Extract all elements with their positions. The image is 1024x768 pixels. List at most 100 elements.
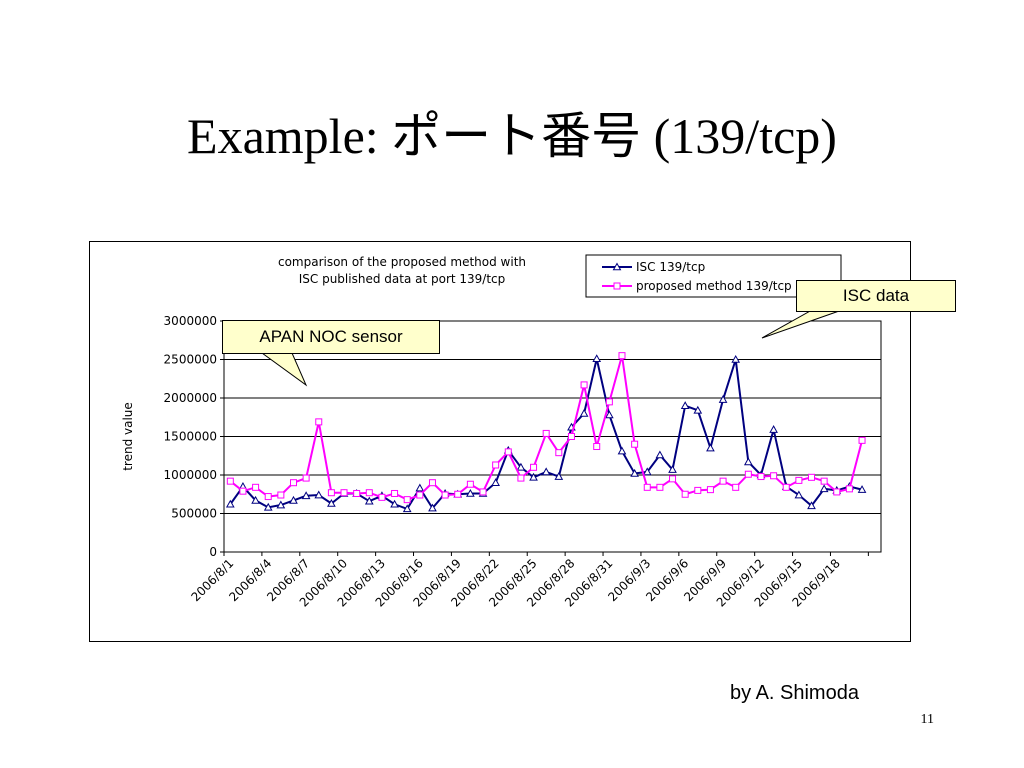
y-axis-label: trend value — [121, 402, 135, 471]
series-0-point — [327, 498, 336, 507]
series-1-point — [845, 485, 853, 493]
series-0-point — [579, 408, 589, 417]
series-1-point — [403, 496, 411, 504]
y-tick-label: 0 — [209, 545, 217, 559]
series-1-point — [681, 490, 689, 498]
y-tick-label: 2000000 — [164, 391, 217, 405]
series-1-point — [391, 489, 399, 497]
legend-marker — [613, 282, 621, 290]
series-1-point — [770, 472, 778, 480]
byline: by A. Shimoda — [730, 682, 859, 704]
series-1-point — [441, 491, 449, 499]
series-1-point — [643, 483, 651, 491]
y-tick-label: 1500000 — [164, 430, 217, 444]
series-1-point — [428, 479, 436, 487]
series-0-point — [731, 354, 741, 363]
series-0-point — [743, 457, 753, 466]
series-1-point — [820, 477, 828, 485]
series-0-point — [592, 354, 602, 363]
series-1-point — [669, 475, 677, 483]
series-1-point — [504, 448, 512, 456]
series-1-point — [530, 463, 538, 471]
series-0-point — [857, 485, 867, 493]
series-0-point — [390, 499, 399, 508]
series-0-point — [655, 450, 665, 459]
series-1-point — [555, 449, 563, 457]
series-1-point — [694, 486, 702, 494]
series-0-point — [819, 484, 829, 493]
series-1-point — [858, 436, 866, 444]
series-0-point — [668, 465, 677, 473]
series-1-point — [264, 493, 272, 501]
isc-callout-text: ISC data — [842, 286, 910, 305]
series-1-point — [416, 491, 424, 499]
series-0-point — [706, 443, 715, 452]
series-0-point — [364, 496, 374, 505]
series-1-point — [517, 474, 525, 482]
series-0-point — [807, 501, 816, 510]
legend-label: proposed method 139/tcp — [636, 279, 792, 293]
series-0-point — [693, 405, 703, 414]
isc-callout: ISC data — [796, 280, 956, 312]
series-1-point — [732, 483, 740, 491]
series-0-point — [516, 462, 526, 471]
series-0-point — [301, 491, 311, 500]
series-0-point — [491, 478, 500, 486]
series-1-point — [252, 483, 260, 491]
series-0-point — [718, 395, 728, 403]
series-1-point — [567, 433, 575, 440]
series-1-point — [833, 488, 841, 496]
series-0-point — [769, 425, 778, 433]
series-0-point — [541, 467, 551, 476]
slide-title: Example: ポート番号 (139/tcp) — [187, 108, 837, 164]
series-1-point — [466, 480, 474, 488]
y-tick-label: 500000 — [171, 507, 217, 521]
series-0-point — [630, 468, 639, 477]
apan-callout: APAN NOC sensor — [222, 320, 440, 354]
series-0-point — [642, 467, 652, 476]
series-0-point — [680, 401, 690, 409]
series-0-point — [225, 499, 235, 508]
series-1-point — [719, 477, 727, 485]
legend-marker — [612, 262, 622, 271]
y-tick-label: 2500000 — [164, 353, 217, 367]
series-1-point — [315, 418, 323, 426]
series-1-point — [631, 440, 639, 448]
series-0-point — [428, 503, 437, 512]
series-0-point — [605, 410, 614, 419]
series-0-point — [529, 472, 538, 481]
series-1-point — [365, 489, 373, 497]
series-0-point — [554, 472, 564, 480]
series-1-point — [580, 381, 588, 389]
series-1-point — [226, 477, 234, 485]
series-1-point — [302, 474, 310, 482]
series-1-point — [808, 473, 816, 481]
series-0-point — [466, 488, 475, 497]
series-1-point — [353, 489, 361, 497]
series-1-point — [340, 489, 348, 497]
series-0-point — [415, 483, 425, 492]
y-tick-label: 3000000 — [164, 314, 217, 328]
series-1-point — [378, 493, 386, 501]
series-1-point — [327, 489, 335, 497]
series-0-point — [289, 495, 298, 504]
series-1-point — [605, 398, 613, 406]
legend-label: ISC 139/tcp — [636, 260, 705, 274]
series-1-point — [782, 483, 790, 491]
series-1-point — [744, 470, 752, 478]
series-0-point — [617, 446, 627, 455]
series-1-point — [479, 488, 487, 496]
chart-title: comparison of the proposed method with — [278, 255, 526, 269]
series-1-point — [277, 491, 285, 499]
series-1-point — [542, 429, 550, 437]
series-1-point — [454, 490, 462, 498]
series-1-point — [492, 461, 500, 469]
series-0-point — [402, 504, 412, 513]
line-chart: 0 500000 1000000 1500000 2000000 2500000 30000… — [121, 254, 882, 610]
series-1-point — [618, 352, 626, 360]
series-1-point — [239, 487, 247, 495]
series-1-point — [795, 476, 803, 484]
series-1-point — [757, 473, 765, 481]
series-0-point — [314, 490, 324, 499]
series-1-point — [289, 479, 297, 487]
